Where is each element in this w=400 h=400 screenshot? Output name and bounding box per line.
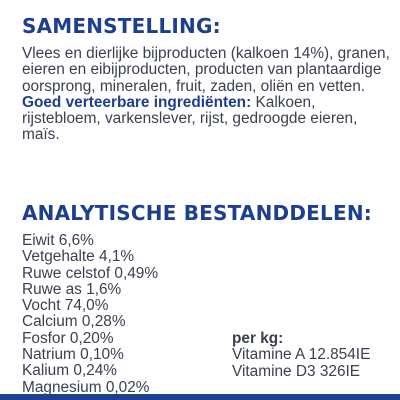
digestible-ingredients-list: Kalkoen, rijstebloem, varkenslever, rijs…: [22, 93, 358, 144]
constituent-item: Ruwe celstof 0,49%: [22, 264, 159, 282]
composition-text: Vlees en dierlijke bijproducten (kalkoen…: [22, 45, 394, 144]
constituent-item: Vetgehalte 4,1%: [22, 248, 135, 266]
constituent-item: Ruwe as 1,6%: [22, 280, 122, 298]
analytical-constituents-list: Eiwit 6,6% Vetgehalte 4,1% Ruwe celstof …: [22, 232, 159, 396]
digestible-ingredients-label: Goed verteerbare ingrediënten:: [22, 93, 252, 111]
constituent-item: Fosfor 0,20%: [22, 329, 114, 347]
composition-heading: SAMENSTELLING:: [22, 14, 221, 38]
constituent-item: Calcium 0,28%: [22, 313, 126, 331]
vitamin-item: Vitamine A 12.854IE: [232, 346, 371, 364]
constituent-item: Natrium 0,10%: [22, 346, 124, 364]
vitamin-item: Vitamine D3 326IE: [232, 362, 361, 380]
ingredients-list: Vlees en dierlijke bijproducten (kalkoen…: [22, 45, 390, 95]
constituent-item: Eiwit 6,6%: [22, 232, 94, 249]
constituent-item: Vocht 74,0%: [22, 297, 109, 315]
analytical-constituents-heading: ANALYTISCHE BESTANDDELEN:: [22, 201, 372, 225]
per-kg-label: per kg:: [232, 330, 284, 347]
constituent-item: Magnesium 0,02%: [22, 378, 150, 396]
bottom-accent-bar: [0, 394, 400, 400]
per-kg-list: per kg: Vitamine A 12.854IE Vitamine D3 …: [232, 330, 371, 380]
constituent-item: Kalium 0,24%: [22, 362, 117, 380]
